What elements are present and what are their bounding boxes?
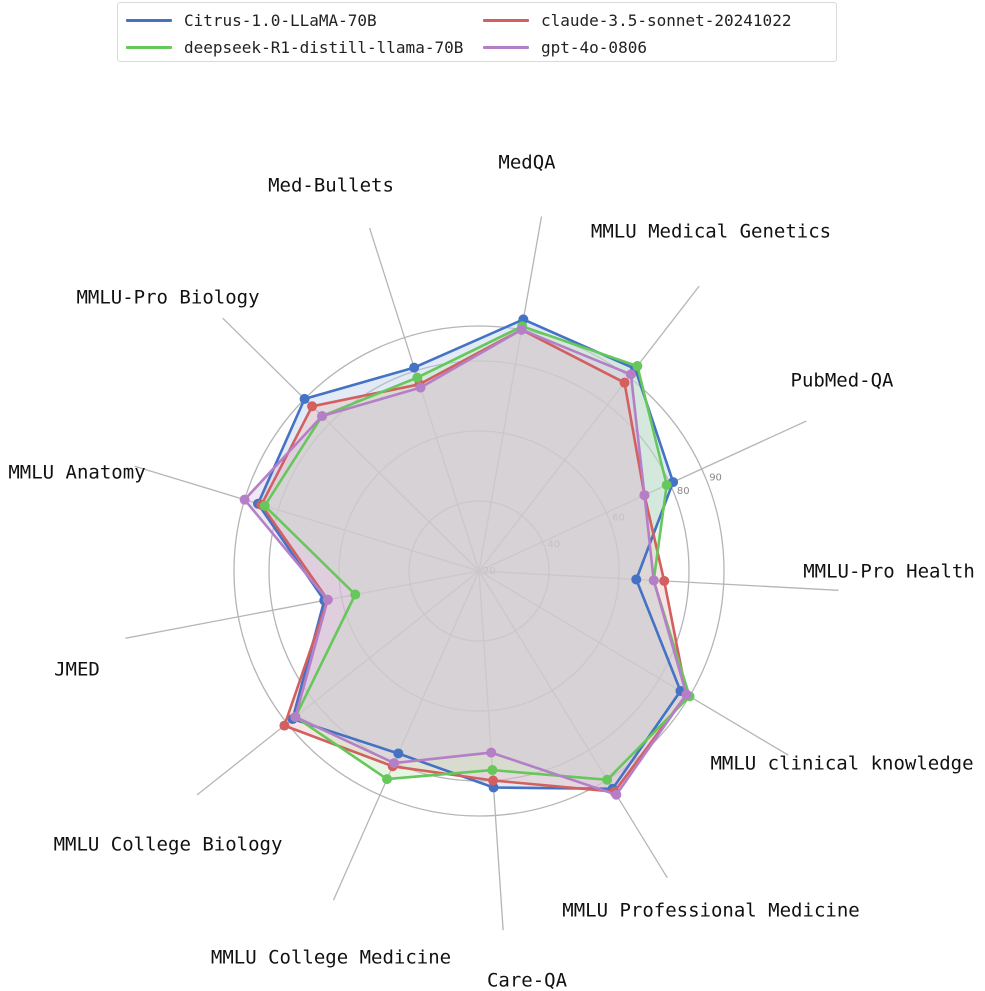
data-point xyxy=(299,393,310,404)
legend-item-deepseek: deepseek-R1-distill-llama-70B xyxy=(126,36,463,58)
data-point xyxy=(488,775,499,786)
series-area xyxy=(244,329,687,795)
data-point xyxy=(619,377,630,388)
legend-item-citrus: Citrus-1.0-LLaMA-70B xyxy=(126,9,377,31)
data-point xyxy=(486,747,497,758)
series-line xyxy=(256,318,682,791)
axis-label: MedQA xyxy=(498,152,556,174)
radar-axis-labels: MedQA MMLU Medical Genetics PubMed-QA MMLU-… xyxy=(8,152,974,991)
data-point xyxy=(632,361,643,372)
data-point xyxy=(602,774,613,785)
legend-swatch-gpt xyxy=(483,45,529,49)
data-point xyxy=(350,589,361,600)
legend-label-citrus: Citrus-1.0-LLaMA-70B xyxy=(184,10,377,30)
legend-swatch-citrus xyxy=(126,18,172,22)
axis-label: Care-QA xyxy=(487,970,568,991)
data-point xyxy=(625,369,636,380)
series-area xyxy=(261,329,687,792)
data-point xyxy=(259,500,270,511)
legend-label-deepseek: deepseek-R1-distill-llama-70B xyxy=(184,37,464,57)
legend: Citrus-1.0-LLaMA-70B deepseek-R1-distill… xyxy=(117,2,837,62)
axis-spoke xyxy=(478,216,543,572)
data-point xyxy=(415,382,426,393)
axis-label: MMLU College Medicine xyxy=(211,947,451,969)
axis-label: Med-Bullets xyxy=(268,175,394,197)
data-point xyxy=(631,574,642,585)
radial-tick-label: 60 xyxy=(612,513,625,524)
data-point xyxy=(681,689,692,700)
data-point xyxy=(659,575,670,586)
grid-circle xyxy=(408,500,550,642)
axis-label: MMLU Medical Genetics xyxy=(591,221,831,243)
axis-spoke xyxy=(196,570,480,796)
axis-label: MMLU-Pro Health xyxy=(803,561,975,583)
radar-series xyxy=(239,314,695,800)
data-point xyxy=(290,711,301,722)
grid-circle xyxy=(338,430,620,712)
legend-label-gpt: gpt-4o-0806 xyxy=(541,37,647,57)
data-point xyxy=(239,494,250,505)
axis-spoke xyxy=(368,227,480,572)
series-area xyxy=(258,319,681,789)
legend-item-gpt: gpt-4o-0806 xyxy=(483,36,647,58)
legend-item-claude: claude-3.5-sonnet-20241022 xyxy=(483,9,791,31)
axis-spoke xyxy=(222,317,480,572)
axis-label: MMLU College Biology xyxy=(54,834,283,856)
data-point xyxy=(516,324,527,335)
data-point xyxy=(661,479,672,490)
data-point xyxy=(307,401,318,412)
radial-tick-label: 20 xyxy=(483,566,496,577)
data-point xyxy=(382,774,393,785)
data-point xyxy=(639,490,650,501)
axis-spoke xyxy=(478,285,700,572)
series-area xyxy=(264,326,690,780)
legend-swatch-claude xyxy=(483,18,529,22)
data-point xyxy=(412,372,423,383)
series-line xyxy=(243,328,688,797)
legend-swatch-deepseek xyxy=(126,45,172,49)
radial-tick-label: 90 xyxy=(709,472,722,483)
axis-spoke xyxy=(125,570,480,639)
series-line xyxy=(263,324,691,782)
axis-label: MMLU Anatomy xyxy=(8,462,145,484)
data-point xyxy=(279,720,290,731)
data-point xyxy=(317,411,328,422)
axis-label: MMLU clinical knowledge xyxy=(710,753,973,775)
axis-label: JMED xyxy=(54,659,100,681)
data-point xyxy=(322,594,333,605)
data-point xyxy=(611,789,622,800)
data-point xyxy=(487,765,498,776)
grid-circle xyxy=(233,325,725,817)
axis-label: MMLU-Pro Biology xyxy=(76,287,259,309)
axis-spoke xyxy=(134,465,480,572)
radial-tick-label: 40 xyxy=(548,539,561,550)
axis-spoke xyxy=(478,570,668,879)
axis-label: PubMed-QA xyxy=(791,370,895,392)
radar-grid: 20 40 60 80 90 xyxy=(125,216,839,931)
data-point xyxy=(389,758,400,769)
axis-label: MMLU Professional Medicine xyxy=(562,900,859,922)
radial-tick-label: 80 xyxy=(677,486,690,497)
axis-spoke xyxy=(478,570,789,756)
data-point xyxy=(409,362,420,373)
legend-label-claude: claude-3.5-sonnet-20241022 xyxy=(541,10,792,30)
axis-spoke xyxy=(332,570,480,901)
data-point xyxy=(648,575,659,586)
data-point xyxy=(393,748,404,759)
